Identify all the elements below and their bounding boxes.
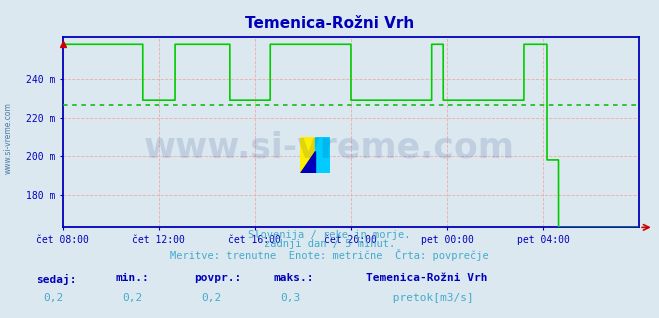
Text: Meritve: trenutne  Enote: metrične  Črta: povprečje: Meritve: trenutne Enote: metrične Črta: …: [170, 249, 489, 261]
Text: 0,2: 0,2: [43, 293, 63, 303]
Text: www.si-vreme.com: www.si-vreme.com: [4, 102, 13, 174]
Text: povpr.:: povpr.:: [194, 273, 242, 283]
Text: sedaj:: sedaj:: [36, 273, 76, 285]
Bar: [300, 137, 315, 173]
Text: Temenica-Rožni Vrh: Temenica-Rožni Vrh: [245, 16, 414, 31]
Text: 0,2: 0,2: [201, 293, 221, 303]
Text: zadnji dan / 5 minut.: zadnji dan / 5 minut.: [264, 239, 395, 249]
Text: 0,2: 0,2: [122, 293, 142, 303]
Text: Slovenija / reke in morje.: Slovenija / reke in morje.: [248, 230, 411, 239]
Text: 0,3: 0,3: [280, 293, 301, 303]
Text: maks.:: maks.:: [273, 273, 314, 283]
Text: pretok[m3/s]: pretok[m3/s]: [386, 293, 474, 303]
Text: Temenica-Rožni Vrh: Temenica-Rožni Vrh: [366, 273, 487, 283]
Text: www.si-vreme.com: www.si-vreme.com: [144, 131, 515, 165]
Bar: [315, 137, 330, 173]
Polygon shape: [300, 151, 315, 173]
Text: min.:: min.:: [115, 273, 149, 283]
